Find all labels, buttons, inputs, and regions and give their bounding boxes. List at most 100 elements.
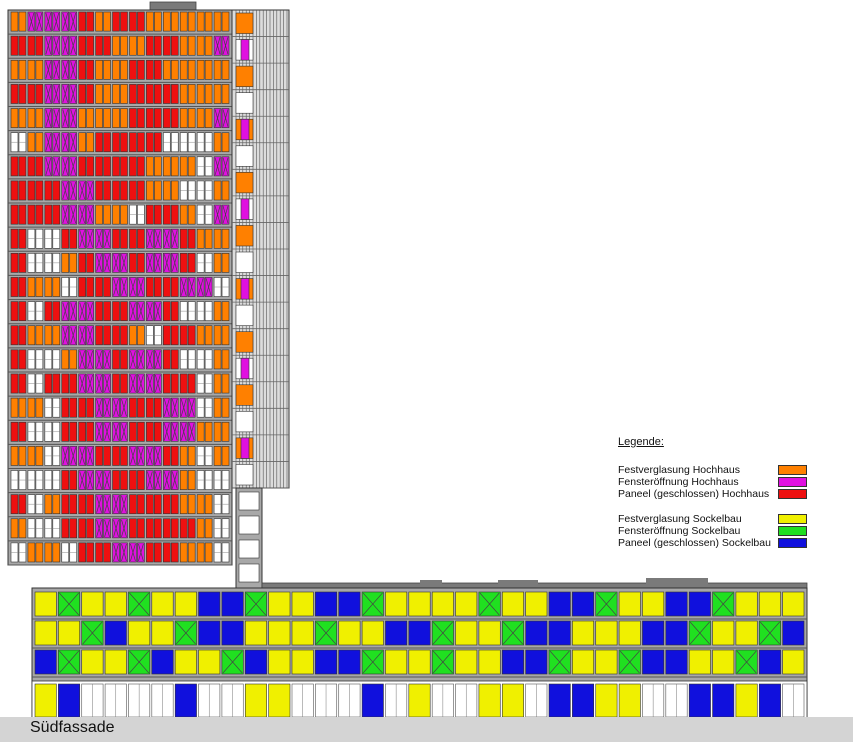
window-sash-diagonal	[70, 109, 77, 127]
panel-closed	[58, 683, 81, 718]
panel-closed	[338, 649, 361, 675]
window-sash-diagonal	[138, 543, 144, 562]
panel-closed	[170, 373, 179, 394]
panel-fixed-glazing	[213, 11, 222, 32]
window-sash-diagonal	[62, 447, 69, 465]
east-side-window	[240, 278, 250, 300]
window-sash-diagonal	[113, 543, 119, 562]
legend-swatch	[778, 538, 807, 548]
window-sash-diagonal	[147, 254, 153, 272]
panel-fixed-glazing	[120, 59, 128, 80]
panel-fixed-glazing	[268, 683, 291, 718]
window-sash-diagonal	[45, 85, 52, 103]
panel-fixed-glazing	[618, 620, 641, 646]
panel-fixed-glazing	[58, 620, 81, 646]
panel-fixed-glazing	[213, 397, 222, 418]
panel-fixed-glazing	[735, 591, 758, 617]
panel-fixed-glazing	[187, 494, 196, 515]
panel-closed	[758, 683, 781, 718]
east-side-window	[240, 437, 250, 459]
panel-closed	[44, 180, 53, 201]
panel-closed	[112, 301, 120, 321]
legend-label: Fensteröffnung Hochhaus	[618, 476, 739, 488]
east-side-window	[235, 384, 254, 406]
panel-closed	[129, 494, 137, 515]
panel-closed	[137, 59, 145, 80]
panel-fixed-glazing	[213, 84, 222, 104]
panel-closed	[170, 277, 179, 297]
panel-closed	[525, 649, 548, 675]
panel-closed	[18, 84, 27, 104]
panel-fixed-glazing	[86, 108, 94, 128]
panel-fixed-glazing	[478, 649, 501, 675]
roof-equipment	[498, 580, 538, 584]
panel-closed	[78, 542, 86, 563]
panel-fixed-glazing	[61, 349, 70, 370]
panel-closed	[758, 649, 781, 675]
panel-closed	[10, 373, 19, 394]
panel-fixed-glazing	[213, 349, 222, 370]
panel-closed	[35, 84, 44, 104]
panel-fixed-glazing	[408, 649, 431, 675]
window-sash-diagonal	[113, 398, 119, 417]
panel-fixed-glazing	[221, 253, 230, 273]
panel-fixed-glazing	[187, 108, 196, 128]
panel-closed	[170, 204, 179, 225]
panel-fixed-glazing	[204, 494, 213, 515]
panel-fixed-glazing	[618, 591, 641, 617]
panel-closed	[86, 494, 94, 515]
window-sash-diagonal	[62, 37, 69, 55]
panel-fixed-glazing	[213, 228, 222, 249]
panel-fixed-glazing	[103, 204, 111, 225]
panel-fixed-glazing	[291, 591, 314, 617]
window-sash-diagonal	[121, 495, 127, 513]
window-sash-diagonal	[129, 650, 150, 674]
panel-fixed-glazing	[213, 301, 222, 321]
panel-fixed-glazing	[385, 591, 408, 617]
panel-closed	[154, 204, 162, 225]
panel-fixed-glazing	[35, 446, 44, 466]
window-sash-diagonal	[214, 109, 221, 127]
panel-closed	[61, 397, 70, 418]
window-sash-diagonal	[53, 12, 60, 31]
window-sash-diagonal	[113, 495, 119, 513]
panel-closed	[137, 108, 145, 128]
panel-closed	[120, 228, 128, 249]
panel-closed	[69, 373, 77, 394]
panel-closed	[129, 253, 137, 273]
panel-closed	[61, 470, 70, 490]
window-sash-diagonal	[70, 181, 77, 200]
panel-fixed-glazing	[27, 446, 36, 466]
panel-closed	[52, 301, 61, 321]
panel-fixed-glazing	[52, 277, 61, 297]
panel-fixed-glazing	[103, 59, 111, 80]
panel-closed	[120, 301, 128, 321]
panel-fixed-glazing	[221, 373, 230, 394]
panel-closed	[137, 228, 145, 249]
panel-closed	[78, 11, 86, 32]
panel-fixed-glazing	[196, 421, 205, 442]
panel-closed	[61, 421, 70, 442]
panel-fixed-glazing	[104, 591, 127, 617]
panel-closed	[95, 325, 103, 346]
panel-fixed-glazing	[244, 683, 267, 718]
panel-closed	[103, 156, 111, 177]
panel-closed	[18, 373, 27, 394]
window-sash-diagonal	[155, 254, 161, 272]
panel-closed	[137, 518, 145, 539]
window-sash-diagonal	[104, 254, 110, 272]
panel-closed	[86, 35, 94, 56]
window-sash-diagonal	[62, 205, 69, 224]
window-sash-diagonal	[62, 157, 69, 176]
panel-closed	[154, 84, 162, 104]
panel-fixed-glazing	[782, 649, 805, 675]
panel-closed	[137, 470, 145, 490]
panel-fixed-glazing	[196, 35, 205, 56]
panel-closed	[170, 494, 179, 515]
panel-closed	[44, 301, 53, 321]
window-sash-diagonal	[104, 495, 110, 513]
legend-label: Paneel (geschlossen) Hochhaus	[618, 488, 770, 500]
window-sash-diagonal	[549, 650, 570, 674]
panel-closed	[170, 325, 179, 346]
panel-fixed-glazing	[187, 446, 196, 466]
